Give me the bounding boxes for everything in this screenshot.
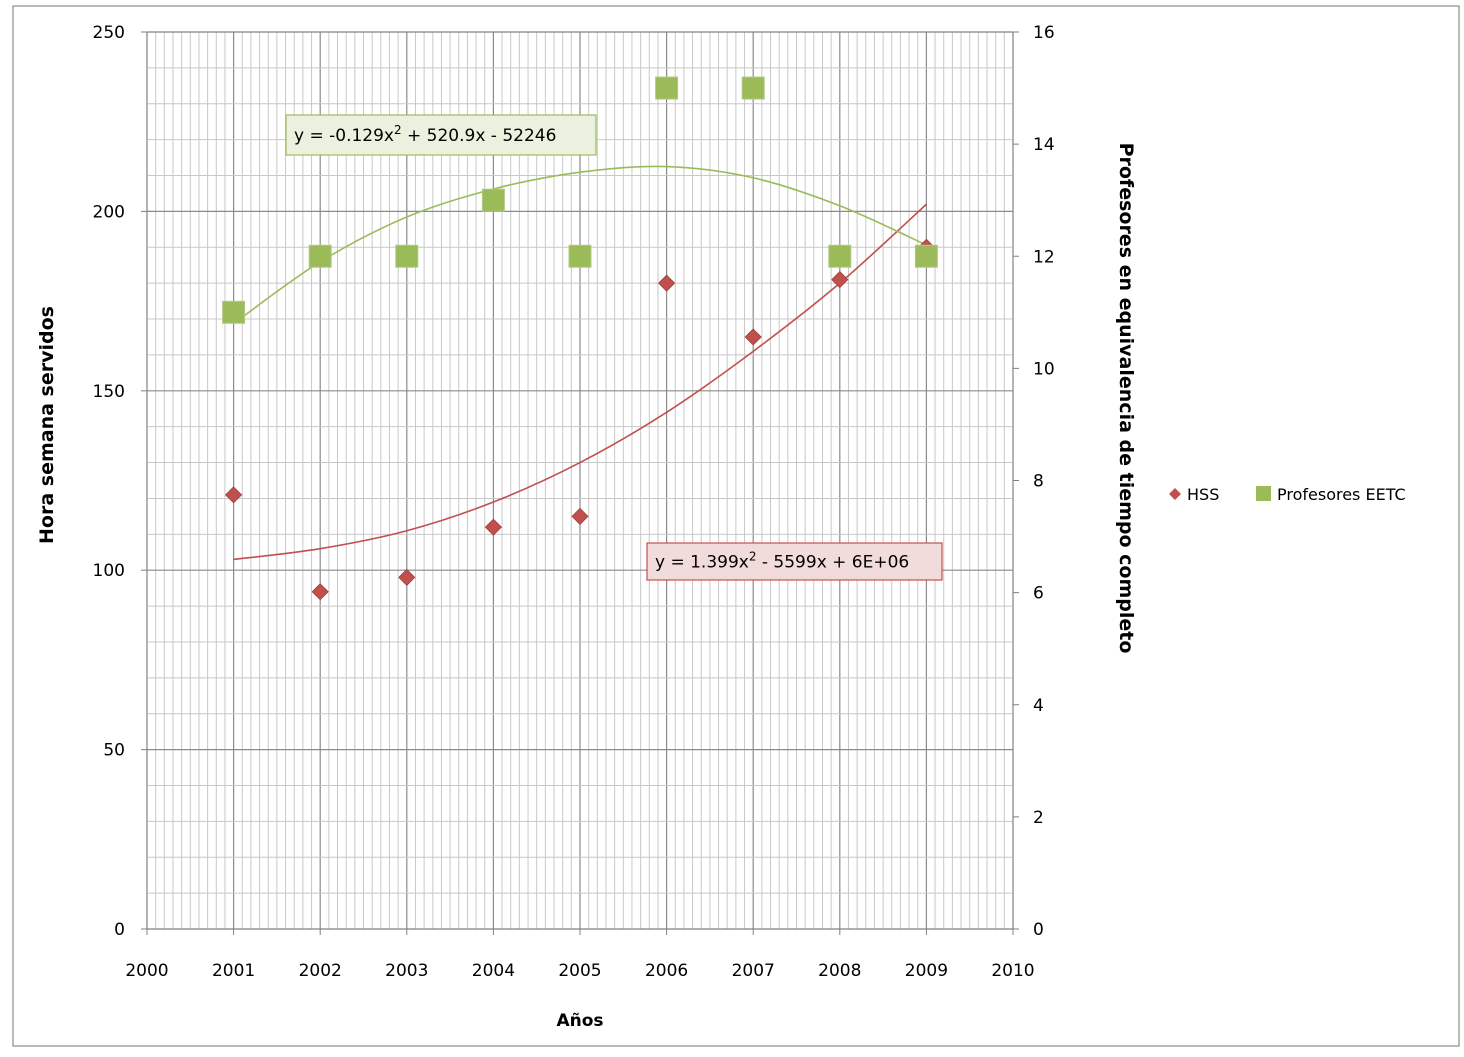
trendline-hss: [233, 203, 927, 561]
y-axis-title: Hora semana servidos: [36, 306, 58, 544]
point-hss: [744, 328, 762, 346]
point-profesores-eetc: [655, 76, 679, 100]
y-tick-label: 0: [114, 920, 125, 940]
point-hss: [571, 507, 589, 525]
equation-box-hss: [646, 542, 943, 581]
data-points: [222, 76, 938, 601]
trendline-equations: y = -0.129x2 + 520.9x - 52246 y = 1.399x2…: [285, 114, 943, 581]
y2-tick-label: 14: [1033, 135, 1055, 155]
y2-tick-label: 2: [1033, 808, 1044, 828]
x-tick-label: 2005: [558, 961, 601, 981]
equation-box-profesores-eetc: [285, 114, 597, 156]
x-tick-label: 2000: [125, 961, 168, 981]
x-tick-label: 2008: [818, 961, 861, 981]
point-hss: [225, 486, 243, 504]
y2-tick-label: 16: [1033, 23, 1055, 43]
y-tick-label: 150: [93, 382, 125, 402]
y-tick-label: 200: [93, 202, 125, 222]
grid-lines: [146, 31, 1014, 930]
legend-label-hss: HSS: [1187, 485, 1219, 504]
trendline-profesores-eetc: [233, 165, 927, 325]
point-hss: [311, 583, 329, 601]
y2-tick-label: 0: [1033, 920, 1044, 940]
equation-label-hss: y = 1.399x2 - 5599x + 6E+06: [655, 550, 909, 573]
x-tick-label: 2007: [732, 961, 775, 981]
x-tick-label: 2003: [385, 961, 428, 981]
legend-label-profesores-eetc: Profesores EETC: [1277, 485, 1406, 504]
y2-axis-title: Profesores en equivalencia de tiempo com…: [1115, 143, 1137, 654]
trendlines: [233, 165, 927, 561]
point-hss: [658, 274, 676, 292]
point-hss: [484, 518, 502, 536]
x-tick-label: 2010: [991, 961, 1034, 981]
x-axis-title: Años: [556, 1011, 603, 1031]
point-profesores-eetc: [741, 76, 765, 100]
point-profesores-eetc: [308, 244, 332, 268]
legend-marker-profesores-eetc: [1256, 486, 1271, 501]
x-tick-label: 2009: [905, 961, 948, 981]
point-profesores-eetc: [481, 188, 505, 212]
point-profesores-eetc: [395, 244, 419, 268]
x-tick-label: 2004: [472, 961, 515, 981]
x-tick-label: 2001: [212, 961, 255, 981]
point-profesores-eetc: [828, 244, 852, 268]
legend-marker-hss: [1169, 488, 1181, 500]
x-tick-label: 2002: [299, 961, 342, 981]
y-tick-label: 100: [93, 561, 125, 581]
y2-tick-label: 8: [1033, 472, 1044, 492]
point-hss: [831, 271, 849, 289]
legend: HSS Profesores EETC: [1169, 485, 1406, 504]
y2-tick-label: 10: [1033, 359, 1055, 379]
point-hss: [398, 568, 416, 586]
equation-label-profesores-eetc: y = -0.129x2 + 520.9x - 52246: [294, 123, 556, 146]
y2-tick-label: 4: [1033, 696, 1044, 716]
y2-tick-label: 6: [1033, 584, 1044, 604]
y-tick-label: 250: [93, 23, 125, 43]
y2-tick-label: 12: [1033, 247, 1055, 267]
axis-labels: Hora semana servidos Profesores en equiv…: [36, 143, 1137, 1031]
point-profesores-eetc: [568, 244, 592, 268]
y-tick-label: 50: [103, 741, 125, 761]
x-tick-label: 2006: [645, 961, 688, 981]
point-profesores-eetc: [222, 300, 246, 324]
axes: 2000 2001 2002 2003 2004 2005 2006 2007 2008 2009…: [93, 23, 1055, 981]
point-profesores-eetc: [914, 244, 938, 268]
